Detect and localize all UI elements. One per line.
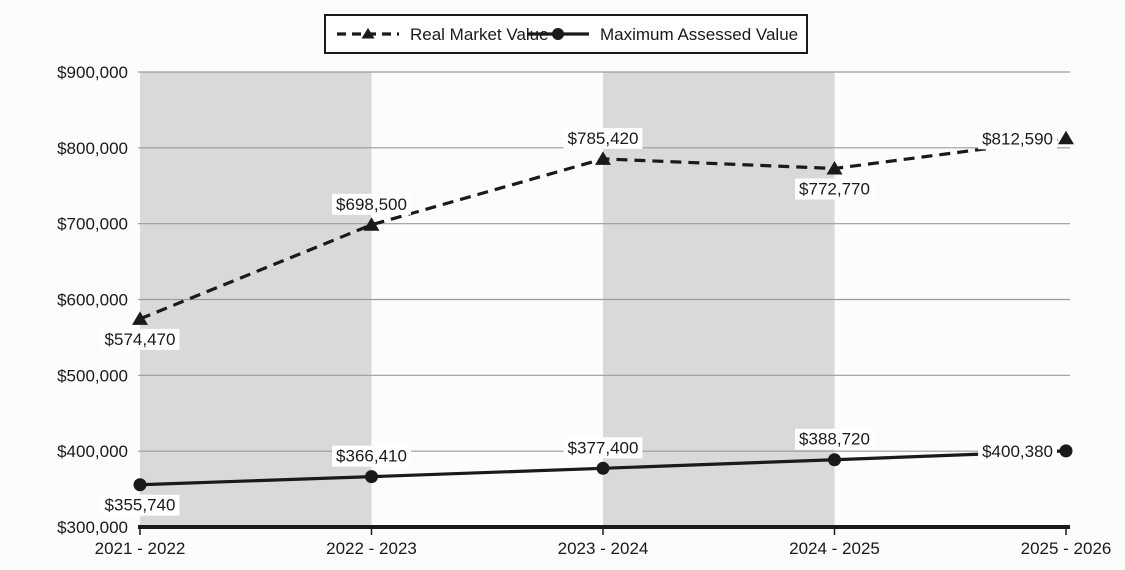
data-label: $574,470 xyxy=(100,328,180,350)
circle-marker xyxy=(365,470,378,484)
data-label-text: $400,380 xyxy=(982,442,1053,461)
data-label: $355,740 xyxy=(100,494,180,516)
data-label: $812,590 xyxy=(978,128,1057,150)
data-label-text: $388,720 xyxy=(799,430,870,449)
y-axis-tick-label: $800,000 xyxy=(57,139,128,158)
x-axis-category-label: 2023 - 2024 xyxy=(558,539,649,558)
triangle-marker xyxy=(361,28,375,39)
data-label-text: $772,770 xyxy=(799,179,870,198)
data-label-text: $355,740 xyxy=(105,496,176,515)
data-label-text: $366,410 xyxy=(336,447,407,466)
y-axis-tick-label: $300,000 xyxy=(57,518,128,537)
circle-marker xyxy=(596,461,610,475)
data-label: $698,500 xyxy=(332,193,411,215)
triangle-marker xyxy=(1058,130,1074,145)
circle-marker xyxy=(828,453,841,467)
triangle-marker xyxy=(132,311,148,325)
x-axis-category-label: 2025 - 2026 xyxy=(1021,539,1112,558)
y-axis-tick-label: $700,000 xyxy=(57,215,128,234)
y-axis-tick-label: $900,000 xyxy=(57,63,128,82)
legend-label-maximum-assessed-value: Maximum Assessed Value xyxy=(600,25,798,44)
legend-label-real-market-value: Real Market Value xyxy=(410,25,549,44)
data-label-text: $812,590 xyxy=(982,129,1053,148)
data-label: $366,410 xyxy=(332,445,411,467)
data-label-text: $785,420 xyxy=(568,129,639,148)
data-label: $772,770 xyxy=(795,178,874,200)
data-label: $388,720 xyxy=(795,428,874,450)
triangle-marker xyxy=(595,151,611,165)
x-axis-category-label: 2022 - 2023 xyxy=(326,539,417,558)
data-label: $377,400 xyxy=(563,437,643,459)
circle-marker xyxy=(133,478,147,492)
triangle-marker xyxy=(826,160,843,175)
data-label-text: $574,470 xyxy=(105,330,176,349)
data-label: $785,420 xyxy=(563,127,643,149)
circle-marker xyxy=(1059,444,1073,458)
x-axis-category-label: 2024 - 2025 xyxy=(789,539,880,558)
triangle-marker xyxy=(363,217,380,231)
legend: Real Market Value Maximum Assessed Value xyxy=(324,14,808,54)
data-label-text: $698,500 xyxy=(336,195,407,214)
data-label-text: $377,400 xyxy=(568,438,639,457)
x-axis-category-label: 2021 - 2022 xyxy=(95,539,186,558)
y-axis-tick-label: $600,000 xyxy=(57,291,128,310)
circle-marker xyxy=(552,28,564,40)
y-axis-tick-label: $500,000 xyxy=(57,366,128,385)
y-axis-tick-label: $400,000 xyxy=(57,442,128,461)
data-label: $400,380 xyxy=(978,440,1057,462)
